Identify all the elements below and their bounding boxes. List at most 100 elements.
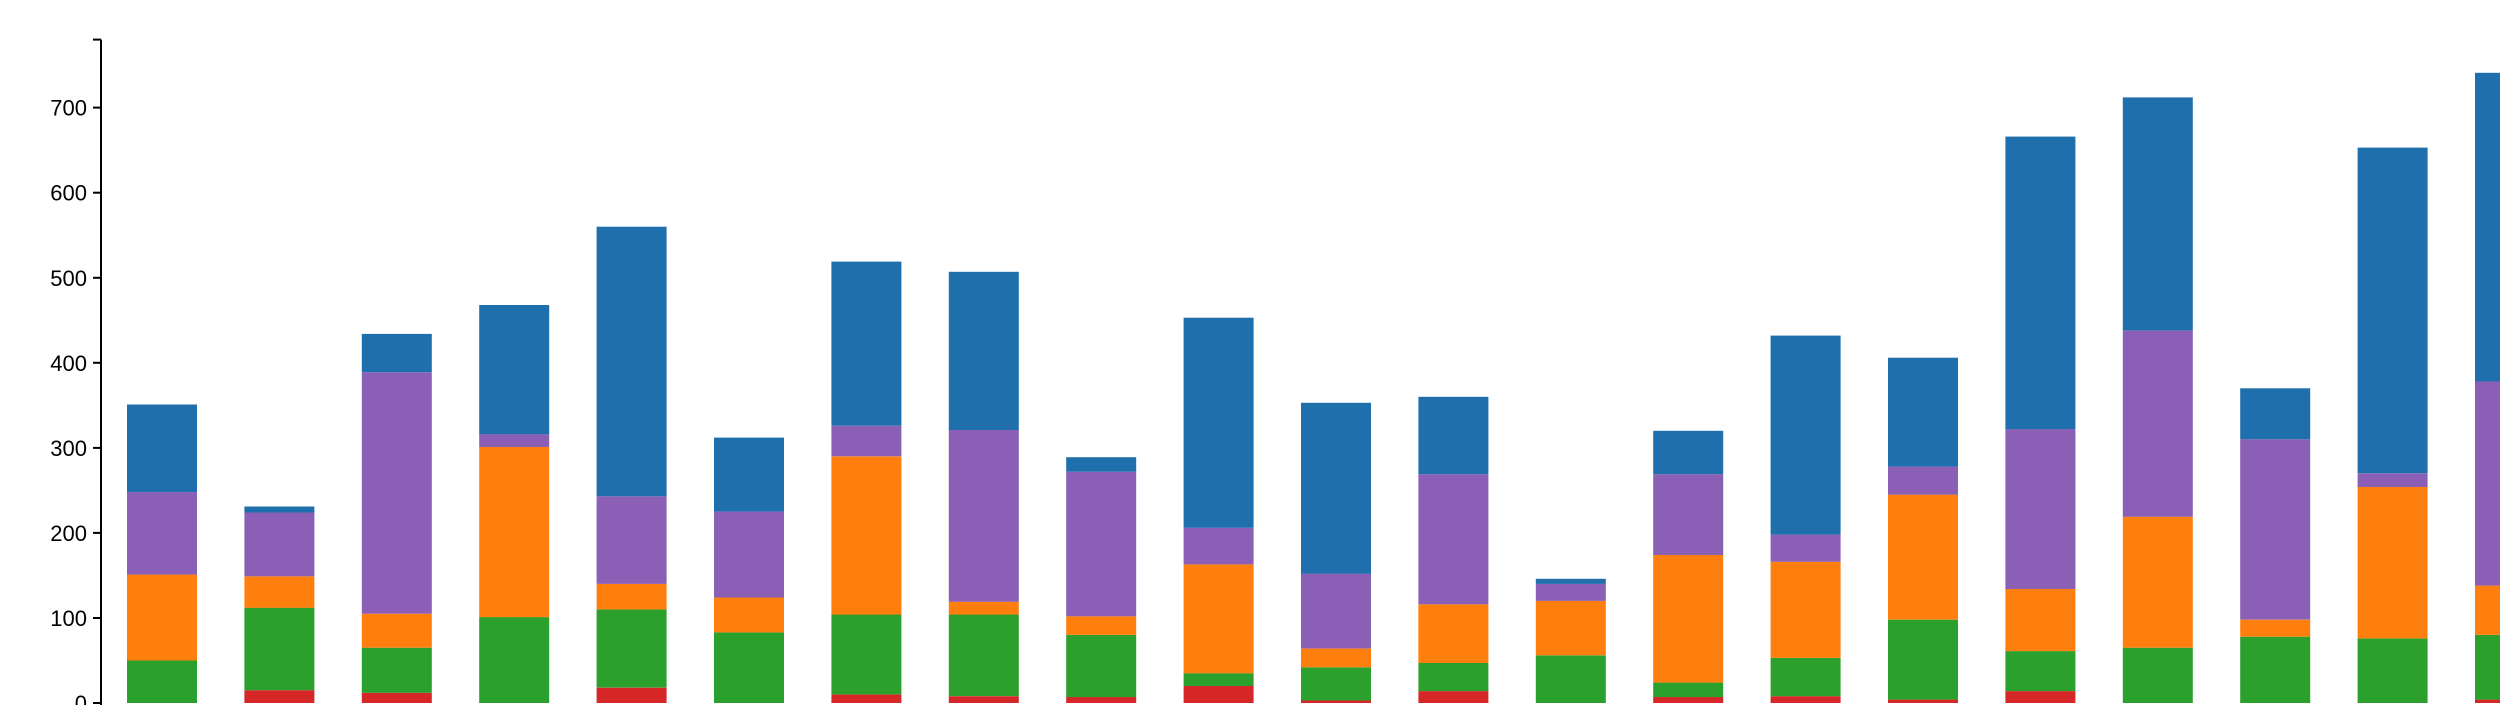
bar-segment (2357, 147, 2428, 474)
bar-segment (1770, 561, 1841, 658)
y-tick-label: 0 (75, 691, 87, 705)
bar-segment (2475, 635, 2500, 700)
bar-segment (244, 576, 315, 608)
bar-segment (2475, 699, 2500, 703)
bar-segment (831, 425, 902, 457)
bar-segment (2005, 651, 2076, 692)
bar-segment (2475, 585, 2500, 635)
bar-segment (1301, 667, 1371, 701)
bar-segment (714, 437, 784, 512)
bar-stack (361, 333, 432, 703)
bar-segment (1888, 619, 1958, 700)
bar-segment (1888, 699, 1958, 703)
bar-stack (2475, 72, 2500, 703)
bar-segment (2357, 473, 2428, 487)
bar-segment (2122, 330, 2193, 517)
bar-stack (1301, 402, 1371, 703)
bar-segment (596, 687, 667, 703)
bar-segment (127, 492, 197, 575)
bar-segment (2357, 487, 2428, 639)
bar-stack (596, 226, 667, 703)
bar-segment (1183, 527, 1254, 565)
bar-segment (1770, 534, 1841, 562)
bar-segment (1183, 673, 1254, 686)
bar-segment (2005, 589, 2076, 652)
bar-segment (1770, 657, 1841, 697)
bar-segment (2005, 429, 2076, 589)
bar-segment (1066, 471, 1137, 617)
bar-segment (714, 597, 784, 633)
bar-stack (244, 506, 315, 703)
bar-segment (2005, 691, 2076, 703)
bar-segment (361, 692, 432, 703)
bar-segment (2240, 636, 2311, 703)
bar-segment (1888, 466, 1958, 495)
bar-stack (1535, 578, 1606, 703)
bar-segment (1301, 648, 1371, 668)
y-tick-label: 100 (50, 606, 87, 631)
bar-segment (2240, 619, 2311, 637)
bar-segment (831, 261, 902, 426)
bar-segment (479, 617, 550, 703)
y-tick-label: 400 (50, 351, 87, 376)
bar-segment (596, 226, 667, 497)
bar-segment (1066, 616, 1137, 635)
bar-segment (2240, 439, 2311, 620)
bar-segment (1888, 494, 1958, 620)
y-tick-label: 300 (50, 436, 87, 461)
bar-segment (1301, 700, 1371, 703)
bar-segment (1535, 655, 1606, 703)
bar-segment (1653, 682, 1724, 698)
bar-segment (127, 660, 197, 703)
bar-segment (479, 434, 550, 447)
y-tick-label: 700 (50, 96, 87, 121)
bar-stack (1066, 457, 1137, 703)
bar-stack (831, 261, 902, 703)
bar-segment (596, 583, 667, 610)
bar-segment (948, 614, 1019, 697)
bar-segment (948, 601, 1019, 615)
bar-segment (1301, 402, 1371, 574)
bar-segment (831, 456, 902, 615)
bar-segment (244, 506, 315, 513)
bar-segment (1066, 635, 1137, 698)
bar-segment (479, 305, 550, 435)
bar-stack (1888, 357, 1958, 703)
bar-segment (361, 647, 432, 693)
bar-segment (1418, 663, 1489, 692)
y-axis: 0 100 200 300 400 500 600 700 (50, 38, 102, 705)
bar-segment (1183, 564, 1254, 674)
bar-segment (2122, 97, 2193, 331)
bar-segment (2357, 638, 2428, 703)
bar-stack (2357, 147, 2428, 703)
bar-segment (244, 690, 315, 703)
bar-stack (2240, 388, 2311, 703)
bar-segment (361, 333, 432, 373)
bar-segment (1653, 555, 1724, 683)
bar-segment (1183, 686, 1254, 703)
bar-segment (1535, 578, 1606, 584)
bar-stack (1653, 430, 1724, 703)
bar-stack (1418, 396, 1489, 703)
bar-segment (831, 614, 902, 695)
bar-segment (2122, 647, 2193, 703)
bar-segment (244, 512, 315, 577)
bar-segment (831, 694, 902, 703)
bar-segment (127, 404, 197, 493)
bars-layer (127, 72, 2500, 703)
bar-segment (1770, 335, 1841, 535)
bar-segment (2475, 72, 2500, 382)
bar-stack (948, 271, 1019, 703)
bar-segment (1653, 697, 1724, 703)
bar-segment (1066, 457, 1137, 472)
y-tick-label: 200 (50, 521, 87, 546)
bar-segment (2475, 381, 2500, 586)
bar-segment (2240, 388, 2311, 440)
bar-segment (1183, 317, 1254, 528)
bar-segment (1301, 573, 1371, 649)
bar-stack (714, 437, 784, 703)
bar-segment (127, 574, 197, 661)
bar-stack (2122, 97, 2193, 703)
bar-segment (1418, 604, 1489, 663)
